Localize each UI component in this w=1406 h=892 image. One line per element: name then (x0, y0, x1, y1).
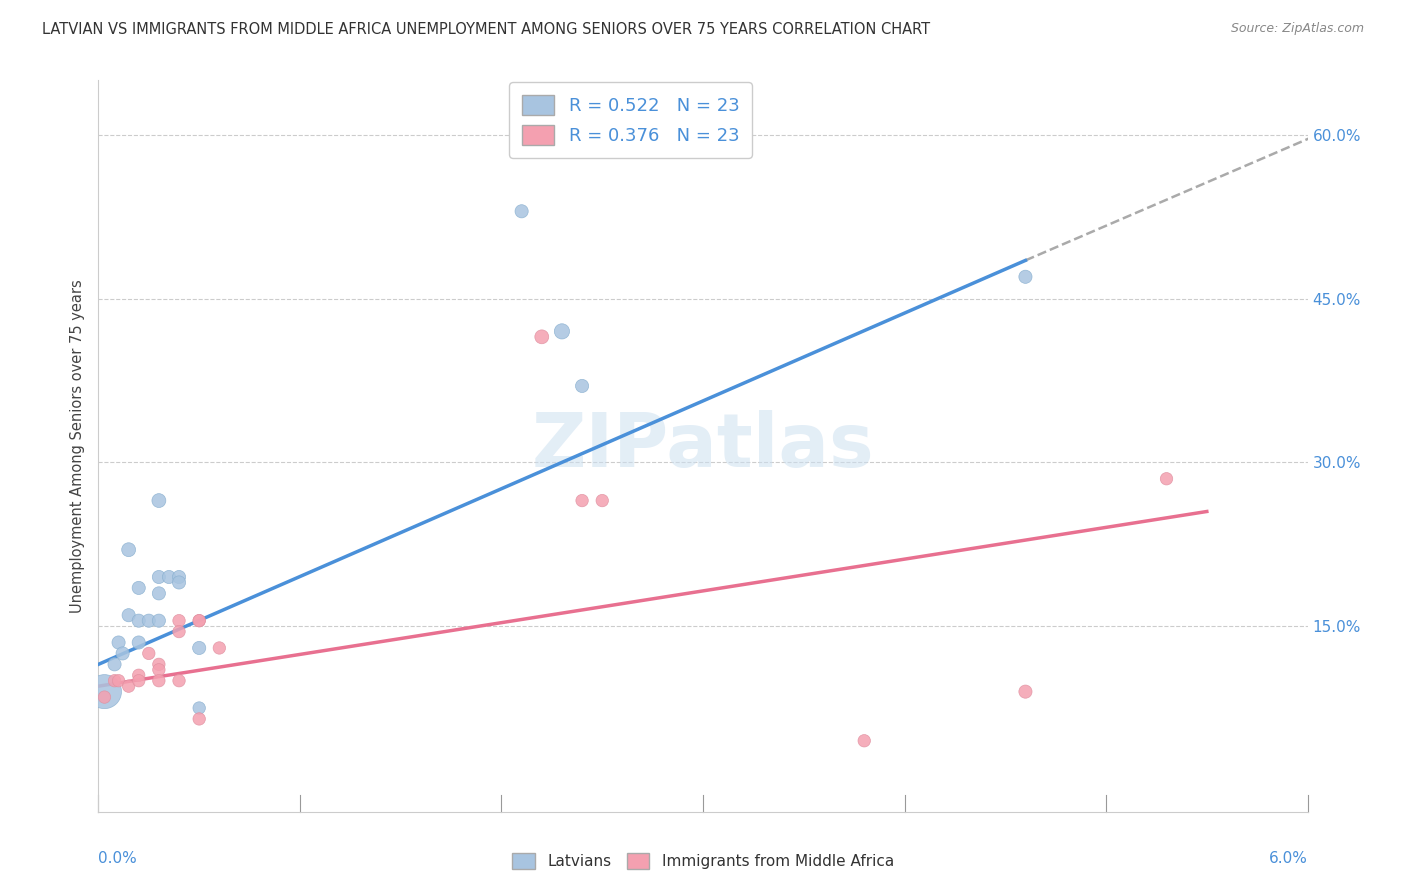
Point (188, 701, 211, 715)
Point (188, 614, 211, 628)
Point (148, 657, 170, 672)
Point (148, 673, 170, 688)
Point (118, 542, 141, 557)
Point (128, 614, 150, 628)
Text: 0.0%: 0.0% (98, 851, 138, 865)
Point (107, 635, 129, 649)
Point (551, 324, 574, 338)
Point (148, 570, 170, 584)
Point (167, 570, 190, 584)
Point (93, 684, 115, 698)
Point (530, 330, 553, 344)
Point (167, 575, 190, 590)
Legend: Latvians, Immigrants from Middle Africa: Latvians, Immigrants from Middle Africa (506, 847, 900, 875)
Point (103, 673, 125, 688)
Point (148, 614, 170, 628)
Point (853, 733, 876, 747)
Point (1156, 472, 1178, 486)
Point (111, 647, 134, 661)
Point (188, 640, 211, 655)
Point (118, 608, 141, 623)
Text: LATVIAN VS IMMIGRANTS FROM MIDDLE AFRICA UNEMPLOYMENT AMONG SENIORS OVER 75 YEAR: LATVIAN VS IMMIGRANTS FROM MIDDLE AFRICA… (42, 22, 931, 37)
Point (118, 679, 141, 693)
Point (148, 663, 170, 677)
Point (157, 570, 180, 584)
Point (571, 493, 593, 508)
Point (188, 712, 211, 726)
Point (93, 690, 115, 704)
Point (167, 673, 190, 688)
Point (208, 640, 231, 655)
Point (128, 635, 150, 649)
Point (138, 614, 160, 628)
Point (571, 379, 593, 393)
Text: ZIPatlas: ZIPatlas (531, 409, 875, 483)
Y-axis label: Unemployment Among Seniors over 75 years: Unemployment Among Seniors over 75 years (69, 279, 84, 613)
Point (138, 647, 160, 661)
Point (510, 204, 533, 219)
Legend: R = 0.522   N = 23, R = 0.376   N = 23: R = 0.522 N = 23, R = 0.376 N = 23 (509, 82, 752, 158)
Text: Source: ZipAtlas.com: Source: ZipAtlas.com (1230, 22, 1364, 36)
Point (148, 493, 170, 508)
Point (1014, 684, 1036, 698)
Point (128, 673, 150, 688)
Point (167, 614, 190, 628)
Point (103, 657, 125, 672)
Point (128, 581, 150, 595)
Point (148, 586, 170, 600)
Point (591, 493, 613, 508)
Point (128, 668, 150, 682)
Point (167, 624, 190, 639)
Point (188, 614, 211, 628)
Point (107, 673, 129, 688)
Text: 6.0%: 6.0% (1268, 851, 1308, 865)
Point (1014, 269, 1036, 284)
